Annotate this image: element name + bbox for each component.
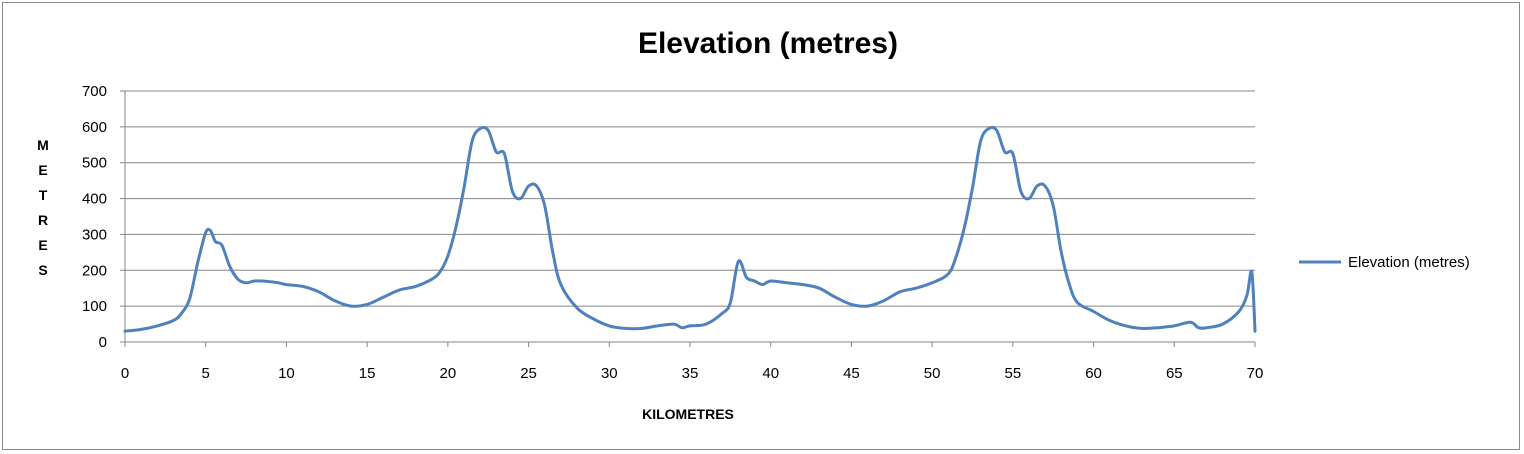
y-axis-title-letter: R <box>38 212 48 228</box>
y-axis-title-letter: T <box>39 187 48 203</box>
x-tick-label: 5 <box>202 365 210 382</box>
elevation-chart: Elevation (metres) 010020030040050060070… <box>37 27 1470 422</box>
y-tick-label: 0 <box>99 334 107 351</box>
y-tick-label: 500 <box>82 155 107 172</box>
legend-label: Elevation (metres) <box>1348 254 1470 271</box>
axes <box>120 90 1256 347</box>
y-axis-title-letter: S <box>38 262 47 278</box>
x-tick-label: 55 <box>1005 365 1022 382</box>
x-tick-label: 70 <box>1247 365 1264 382</box>
x-tick-label: 25 <box>520 365 537 382</box>
y-tick-label: 700 <box>82 83 107 100</box>
y-tick-label: 300 <box>82 226 107 243</box>
x-tick-labels: 0 5 10 15 20 25 30 35 40 45 50 55 60 65 70 <box>121 365 1264 382</box>
x-tick-label: 10 <box>278 365 295 382</box>
y-tick-label: 600 <box>82 119 107 136</box>
y-axis-title-letter: M <box>37 137 49 153</box>
x-tick-label: 35 <box>682 365 699 382</box>
x-axis-title: KILOMETRES <box>642 406 734 422</box>
x-tick-label: 0 <box>121 365 129 382</box>
legend: Elevation (metres) <box>1299 254 1470 271</box>
x-tick-label: 45 <box>843 365 860 382</box>
x-tick-label: 15 <box>359 365 376 382</box>
series-line-elevation <box>123 125 1257 333</box>
x-tick-label: 20 <box>440 365 457 382</box>
y-tick-label: 200 <box>82 262 107 279</box>
grid-lines <box>125 90 1255 307</box>
x-tick-label: 60 <box>1085 365 1102 382</box>
y-axis-title-letter: E <box>38 237 47 253</box>
series-lines <box>123 125 1257 333</box>
y-tick-label: 100 <box>82 298 107 315</box>
chart-title: Elevation (metres) <box>638 27 898 60</box>
y-axis-title: METRES <box>37 137 49 278</box>
x-tick-label: 50 <box>924 365 941 382</box>
y-tick-labels: 0 100 200 300 400 500 600 700 <box>82 83 107 351</box>
y-tick-label: 400 <box>82 191 107 208</box>
x-tick-label: 40 <box>762 365 779 382</box>
y-axis-title-letter: E <box>38 162 47 178</box>
x-tick-label: 30 <box>601 365 618 382</box>
x-tick-label: 65 <box>1166 365 1183 382</box>
